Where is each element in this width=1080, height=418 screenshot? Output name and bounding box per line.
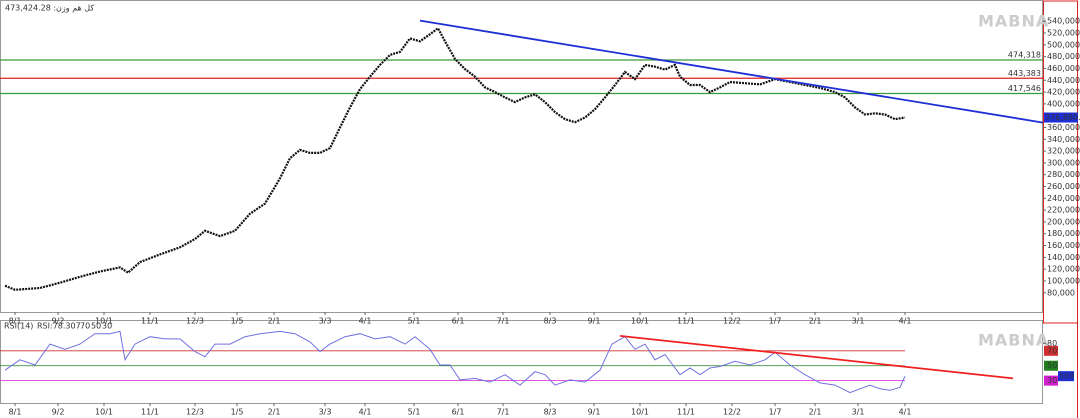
- h-line-label: 417,546: [1008, 84, 1041, 93]
- y-tick-label: 80,000: [1047, 288, 1075, 297]
- h-line-label: 443,383: [1008, 69, 1041, 78]
- level-box: [1044, 345, 1058, 356]
- rsi-value: RSI:78.307: [37, 322, 81, 331]
- rsi-title: RSI(14): [4, 322, 33, 331]
- h-line-label: 474,318: [1008, 51, 1041, 60]
- watermark: MABNA: [978, 12, 1049, 31]
- x-tick-label: 10/1: [95, 408, 113, 417]
- axis-frame: [1043, 0, 1078, 324]
- x-tick-label: 4/1: [899, 317, 912, 326]
- x-tick-label: 5/1: [408, 317, 421, 326]
- y-tick-label: 400,000: [1047, 99, 1080, 108]
- y-tick-label: 200,000: [1047, 217, 1080, 226]
- x-tick-label: 9/1: [588, 408, 601, 417]
- x-tick-label: 10/1: [631, 317, 649, 326]
- x-tick-label: 9/2: [52, 408, 65, 417]
- watermark: MABNA: [978, 331, 1049, 350]
- level-label: 30: [1047, 376, 1057, 385]
- series-line: [4, 26, 906, 291]
- x-tick-label: 2/1: [268, 408, 281, 417]
- x-tick-label: 1/7: [769, 317, 782, 326]
- y-tick-label: 80: [1047, 339, 1057, 348]
- level-header: 50: [91, 322, 101, 331]
- x-tick-label: 1/5: [231, 408, 244, 417]
- y-tick-label: 140,000: [1047, 253, 1080, 262]
- y-tick-label: 260,000: [1047, 182, 1080, 191]
- y-tick-label: 420,000: [1047, 88, 1080, 97]
- x-tick-label: 10/1: [95, 317, 113, 326]
- level-label: 70: [1047, 346, 1057, 355]
- x-tick-label: 1/5: [231, 317, 244, 326]
- y-tick-label: 300,000: [1047, 158, 1080, 167]
- x-tick-label: 7/1: [497, 317, 510, 326]
- x-tick-label: 7/1: [497, 408, 510, 417]
- x-tick-label: 2/1: [809, 317, 822, 326]
- y-tick-label: 520,000: [1047, 29, 1080, 38]
- x-tick-label: 2/1: [809, 408, 822, 417]
- x-tick-label: 4/1: [359, 317, 372, 326]
- x-tick-label: 8/3: [544, 408, 557, 417]
- x-tick-label: 9/1: [588, 317, 601, 326]
- trendline: [419, 19, 1044, 124]
- y-tick-label: 360,000: [1047, 123, 1080, 132]
- y-tick-label: 440,000: [1047, 76, 1080, 85]
- x-tick-label: 10/1: [631, 408, 649, 417]
- x-tick-label: 6/1: [452, 408, 465, 417]
- y-tick-label: 320,000: [1047, 147, 1080, 156]
- y-tick-label: 480,000: [1047, 52, 1080, 61]
- y-tick-label: 120,000: [1047, 265, 1080, 274]
- x-tick-label: 12/2: [723, 317, 741, 326]
- x-tick-label: 12/3: [186, 317, 204, 326]
- level-label: 50: [1047, 361, 1057, 370]
- y-tick-label: 280,000: [1047, 170, 1080, 179]
- series-line: [4, 330, 906, 394]
- y-tick-label: 460,000: [1047, 64, 1080, 73]
- x-tick-label: 11/1: [677, 408, 695, 417]
- y-tick-label: 340,000: [1047, 135, 1080, 144]
- x-tick-label: 3/3: [319, 408, 332, 417]
- y-tick-label: 240,000: [1047, 194, 1080, 203]
- x-tick-label: 9/2: [52, 317, 65, 326]
- rsi-frame: [0, 320, 1043, 404]
- last-value-label: 376,880.5: [1045, 113, 1080, 122]
- price-frame: [0, 0, 1043, 313]
- x-tick-label: 5/1: [408, 408, 421, 417]
- y-tick-label: 180,000: [1047, 229, 1080, 238]
- price-title: 473,424.28 :کل هم وزن: [5, 4, 94, 13]
- x-tick-label: 8/1: [9, 317, 22, 326]
- x-tick-label: 3/3: [319, 317, 332, 326]
- level-box: [1044, 375, 1058, 386]
- y-tick-label: 500,000: [1047, 40, 1080, 49]
- level-box: [1044, 360, 1058, 371]
- y-tick-label: 100,000: [1047, 276, 1080, 285]
- last-value-box: [1044, 112, 1078, 123]
- x-tick-label: 6/1: [452, 317, 465, 326]
- x-tick-label: 4/1: [359, 408, 372, 417]
- x-tick-label: 11/1: [141, 408, 159, 417]
- x-tick-label: 8/3: [544, 317, 557, 326]
- x-tick-label: 3/1: [852, 408, 865, 417]
- x-tick-label: 12/3: [186, 408, 204, 417]
- x-tick-label: 12/2: [723, 408, 741, 417]
- y-tick-label: 160,000: [1047, 241, 1080, 250]
- x-tick-label: 4/1: [899, 408, 912, 417]
- x-tick-label: 1/7: [769, 408, 782, 417]
- y-tick-label: 540,000: [1047, 17, 1080, 26]
- trendline: [619, 335, 1014, 380]
- x-tick-label: 8/1: [9, 408, 22, 417]
- x-tick-label: 11/1: [677, 317, 695, 326]
- last-value-box: [1058, 371, 1074, 382]
- x-tick-label: 3/1: [852, 317, 865, 326]
- x-tick-label: 11/1: [141, 317, 159, 326]
- level-header: 70: [80, 322, 90, 331]
- level-header: 30: [102, 322, 112, 331]
- y-tick-label: 220,000: [1047, 206, 1080, 215]
- x-tick-label: 2/1: [268, 317, 281, 326]
- last-value-label: 569: [1059, 372, 1074, 381]
